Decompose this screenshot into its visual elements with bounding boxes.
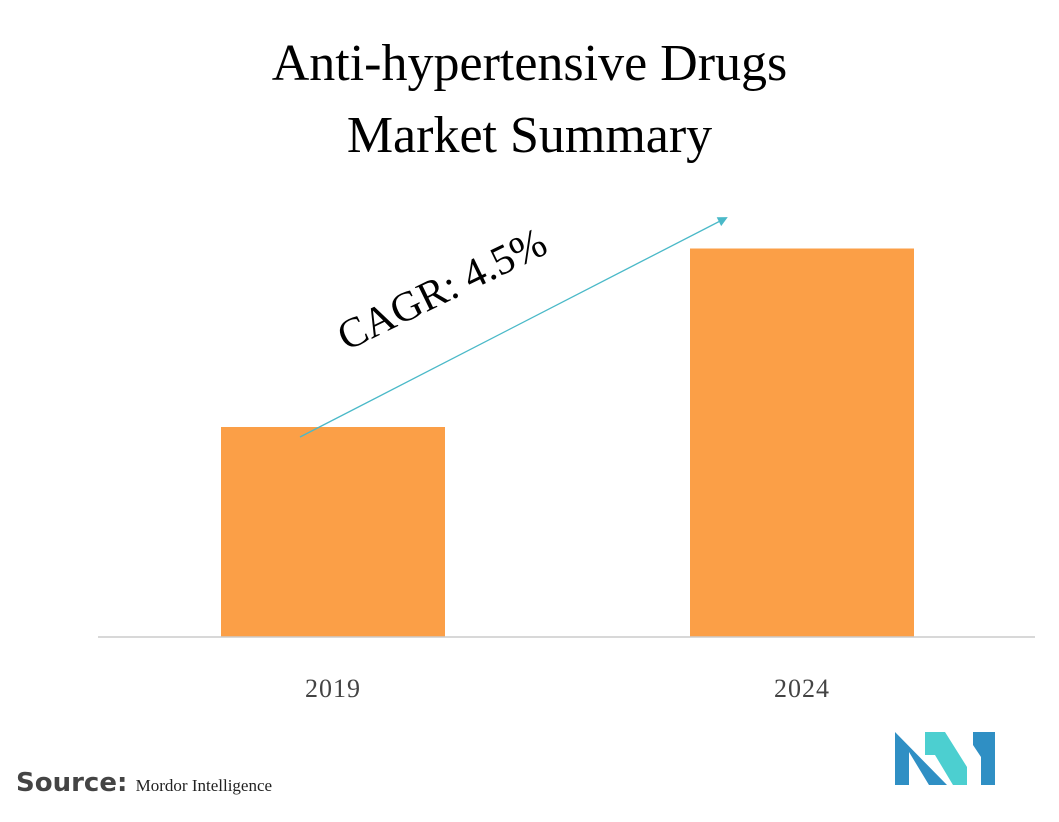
logo-left-shape [895, 732, 947, 785]
cagr-arrow [299, 217, 728, 438]
mordor-intelligence-logo-icon [895, 732, 995, 785]
source-key: Source: [16, 768, 128, 798]
chart-title-line-2: Market Summary [346, 107, 713, 164]
bar-2019 [221, 427, 445, 637]
x-tick-label-2019: 2019 [305, 674, 361, 703]
chart-title-line-1: Anti-hypertensive Drugs [271, 35, 788, 92]
x-tick-label-2024: 2024 [774, 674, 830, 703]
source-note: Source: Mordor Intelligence [16, 768, 272, 798]
x-tick-labels: 2019 2024 [305, 674, 830, 703]
bar-2024 [690, 248, 914, 637]
chart-title: Anti-hypertensive Drugs Market Summary [0, 28, 1059, 172]
source-value: Mordor Intelligence [135, 776, 273, 795]
bars-group [221, 248, 914, 637]
logo-middle-shape [925, 732, 967, 785]
logo-right-shape [973, 732, 995, 785]
